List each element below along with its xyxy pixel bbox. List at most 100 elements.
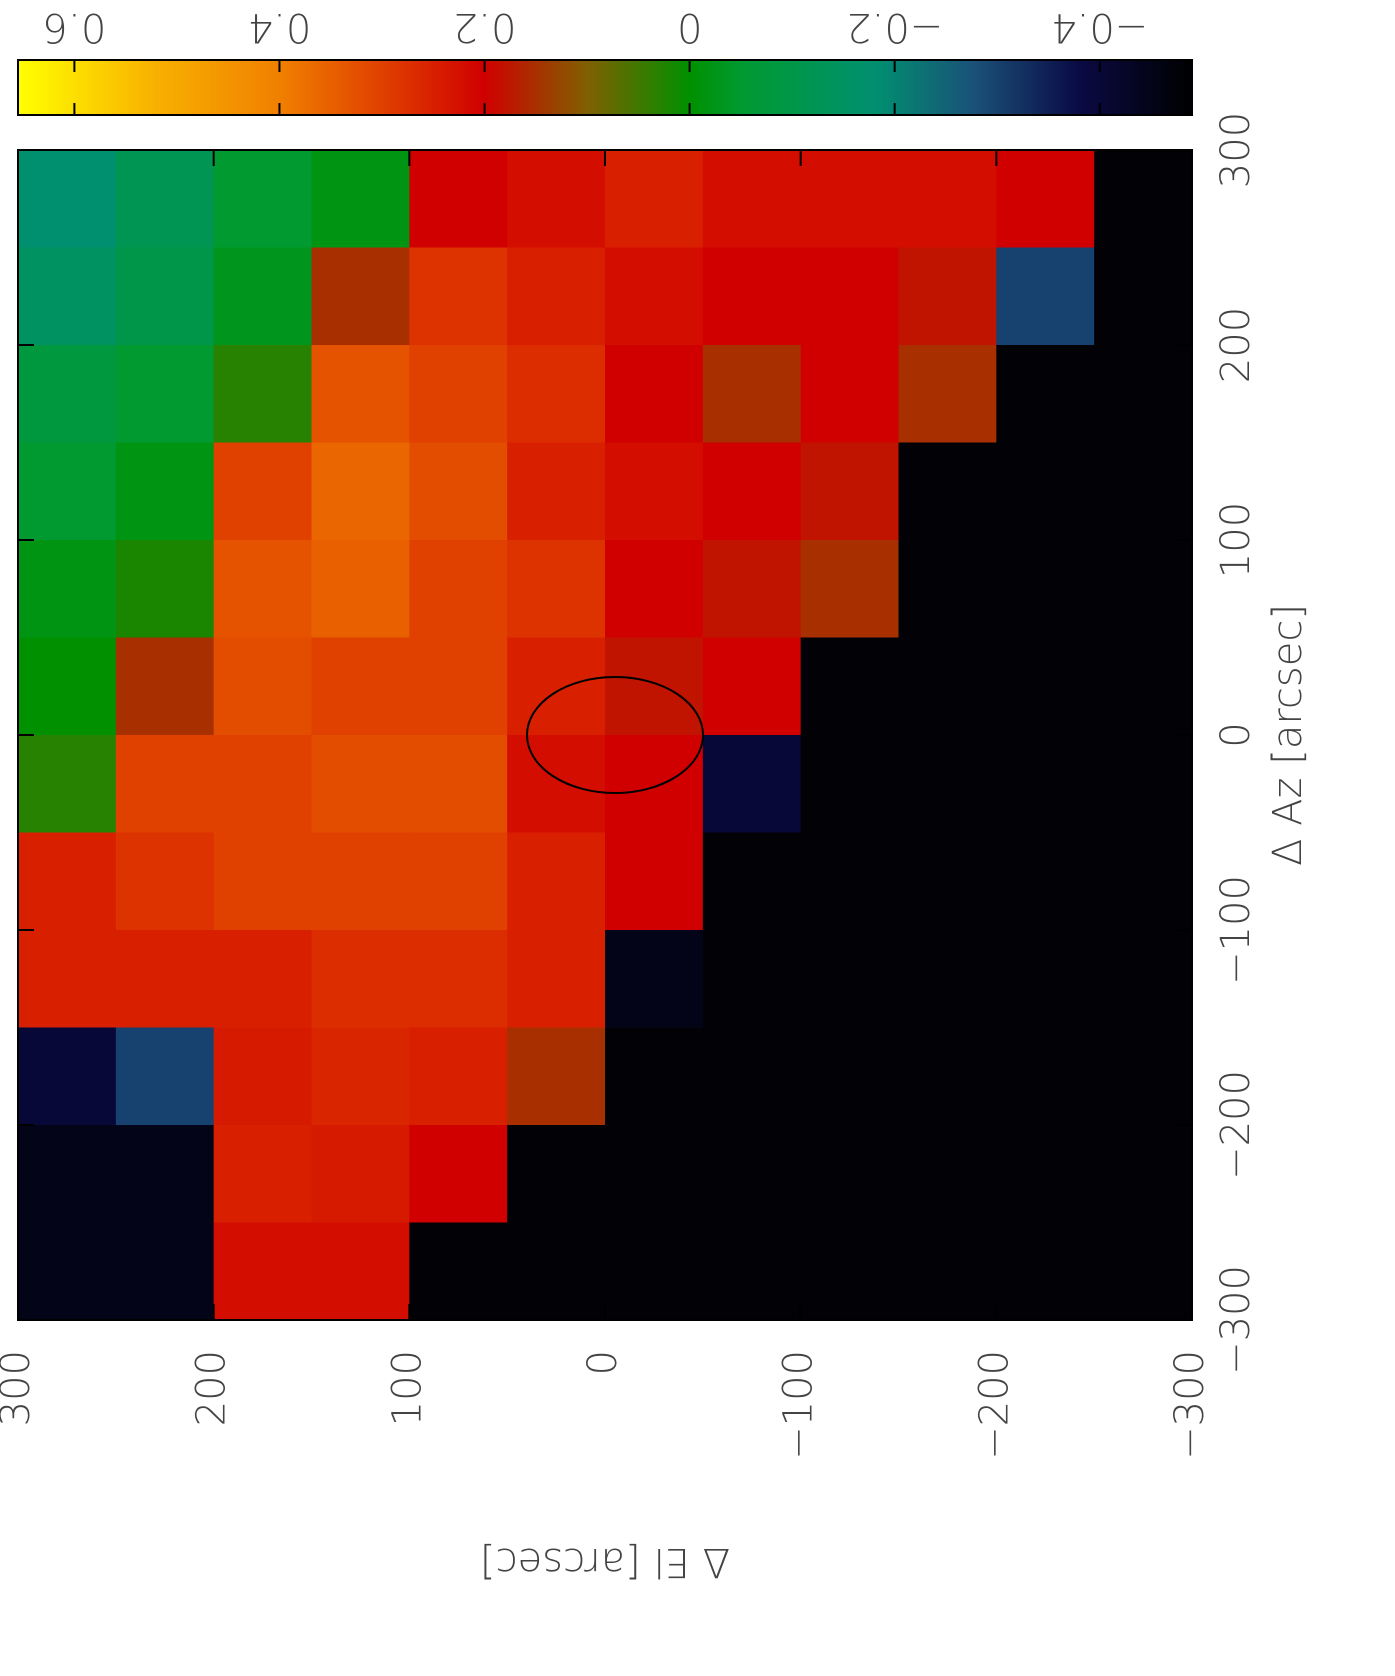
heatmap-cell bbox=[409, 1124, 508, 1223]
heatmap-cell bbox=[507, 539, 606, 638]
heatmap-cell bbox=[1094, 832, 1193, 930]
heatmap-cell bbox=[18, 149, 117, 248]
heatmap-cell bbox=[311, 344, 410, 443]
heatmap-cell bbox=[507, 1222, 606, 1320]
heatmap-cell bbox=[800, 929, 900, 1028]
heatmap-cell bbox=[507, 832, 606, 930]
heatmap-cell bbox=[800, 1222, 900, 1320]
heatmap-cell bbox=[311, 1124, 410, 1223]
heatmap-cell bbox=[996, 929, 1095, 1028]
y-tick-label: −300 bbox=[1167, 1350, 1213, 1460]
heatmap-cell bbox=[1094, 344, 1193, 443]
heatmap-cell bbox=[213, 832, 313, 930]
heatmap-cell bbox=[605, 832, 704, 930]
heatmap-cell bbox=[702, 734, 802, 833]
heatmap-cell bbox=[1094, 1124, 1193, 1223]
heatmap-cell bbox=[311, 539, 410, 638]
heatmap-cell bbox=[1094, 247, 1193, 345]
heatmap-cell bbox=[507, 442, 606, 540]
colorbar-tick-label: 0.4 bbox=[248, 4, 312, 50]
heatmap-cell bbox=[115, 442, 215, 540]
heatmap-cell bbox=[800, 442, 900, 540]
x-tick-label: −200 bbox=[1213, 1070, 1259, 1180]
x-tick-label: −100 bbox=[1213, 875, 1259, 985]
heatmap-cell bbox=[605, 637, 704, 735]
heatmap-cell bbox=[1094, 442, 1193, 540]
heatmap-cell bbox=[18, 734, 117, 833]
heatmap-cell bbox=[507, 247, 606, 345]
heatmap-cell bbox=[800, 1027, 900, 1125]
colorbar-tick-label: −0.4 bbox=[1051, 4, 1148, 50]
heatmap-cell bbox=[702, 149, 802, 248]
heatmap-cell bbox=[605, 247, 704, 345]
heatmap-cell bbox=[115, 344, 215, 443]
heatmap-cell bbox=[702, 637, 802, 735]
heatmap-cell bbox=[996, 734, 1095, 833]
heatmap-cell bbox=[800, 1124, 900, 1223]
heatmap-cell bbox=[213, 344, 313, 443]
heatmap-cell bbox=[213, 1222, 313, 1320]
heatmap-cell bbox=[605, 149, 704, 248]
heatmap-cell bbox=[898, 247, 997, 345]
x-tick-label: 200 bbox=[1213, 307, 1259, 383]
x-axis-label: Δ Az [arcsec] bbox=[1265, 604, 1311, 866]
heatmap-cell bbox=[605, 1124, 704, 1223]
heatmap-cell bbox=[311, 734, 410, 833]
heatmap-cell bbox=[18, 929, 117, 1028]
heatmap-cell bbox=[800, 149, 900, 248]
heatmap-cell bbox=[115, 1124, 215, 1223]
heatmap-cell bbox=[800, 637, 900, 735]
heatmap-cell bbox=[702, 539, 802, 638]
heatmap-cell bbox=[115, 149, 215, 248]
heatmap-cell bbox=[18, 344, 117, 443]
heatmap-cell bbox=[409, 637, 508, 735]
heatmap-cell bbox=[409, 1027, 508, 1125]
heatmap-cell bbox=[507, 149, 606, 248]
heatmap-cell bbox=[702, 929, 802, 1028]
heatmap-cell bbox=[702, 247, 802, 345]
heatmap-cell bbox=[311, 637, 410, 735]
heatmap-cell bbox=[213, 247, 313, 345]
heatmap-cell bbox=[507, 929, 606, 1028]
heatmap-cell bbox=[18, 1222, 117, 1320]
heatmap-cell bbox=[507, 734, 606, 833]
heatmap-cell bbox=[898, 539, 997, 638]
heatmap-cell bbox=[702, 1222, 802, 1320]
colorbar-tick-label: −0.2 bbox=[846, 4, 943, 50]
heatmap-cell bbox=[115, 1027, 215, 1125]
y-tick-label: 200 bbox=[189, 1350, 235, 1426]
heatmap-cell bbox=[996, 1124, 1095, 1223]
heatmap-cell bbox=[507, 344, 606, 443]
heatmap-cell bbox=[1094, 637, 1193, 735]
heatmap-cell bbox=[898, 929, 997, 1028]
heatmap-cell bbox=[311, 1027, 410, 1125]
heatmap-cell bbox=[800, 832, 900, 930]
heatmap-cell bbox=[213, 442, 313, 540]
heatmap-cell bbox=[409, 734, 508, 833]
heatmap-cell bbox=[18, 637, 117, 735]
heatmap-cell bbox=[311, 832, 410, 930]
heatmap-cell bbox=[507, 1027, 606, 1125]
x-tick-label: −300 bbox=[1213, 1265, 1259, 1375]
heatmap-cell bbox=[800, 539, 900, 638]
heatmap-cell bbox=[996, 1222, 1095, 1320]
y-tick-label: −100 bbox=[776, 1350, 822, 1460]
heatmap-cell bbox=[996, 1027, 1095, 1125]
heatmap-cell bbox=[1094, 1222, 1193, 1320]
heatmap-cell bbox=[996, 442, 1095, 540]
heatmap-cell bbox=[898, 344, 997, 443]
heatmap-cell bbox=[898, 734, 997, 833]
heatmap-cell bbox=[702, 832, 802, 930]
heatmap-cell bbox=[898, 637, 997, 735]
heatmap-cell bbox=[996, 149, 1095, 248]
heatmap-cell bbox=[213, 1027, 313, 1125]
heatmap-cell bbox=[213, 1124, 313, 1223]
y-axis-label: Δ El [arcsec] bbox=[480, 1539, 730, 1585]
heatmap-cell bbox=[115, 637, 215, 735]
heatmap-cell bbox=[409, 929, 508, 1028]
heatmap-cell bbox=[213, 929, 313, 1028]
heatmap-cell bbox=[115, 832, 215, 930]
x-tick-label: 300 bbox=[1213, 112, 1259, 188]
